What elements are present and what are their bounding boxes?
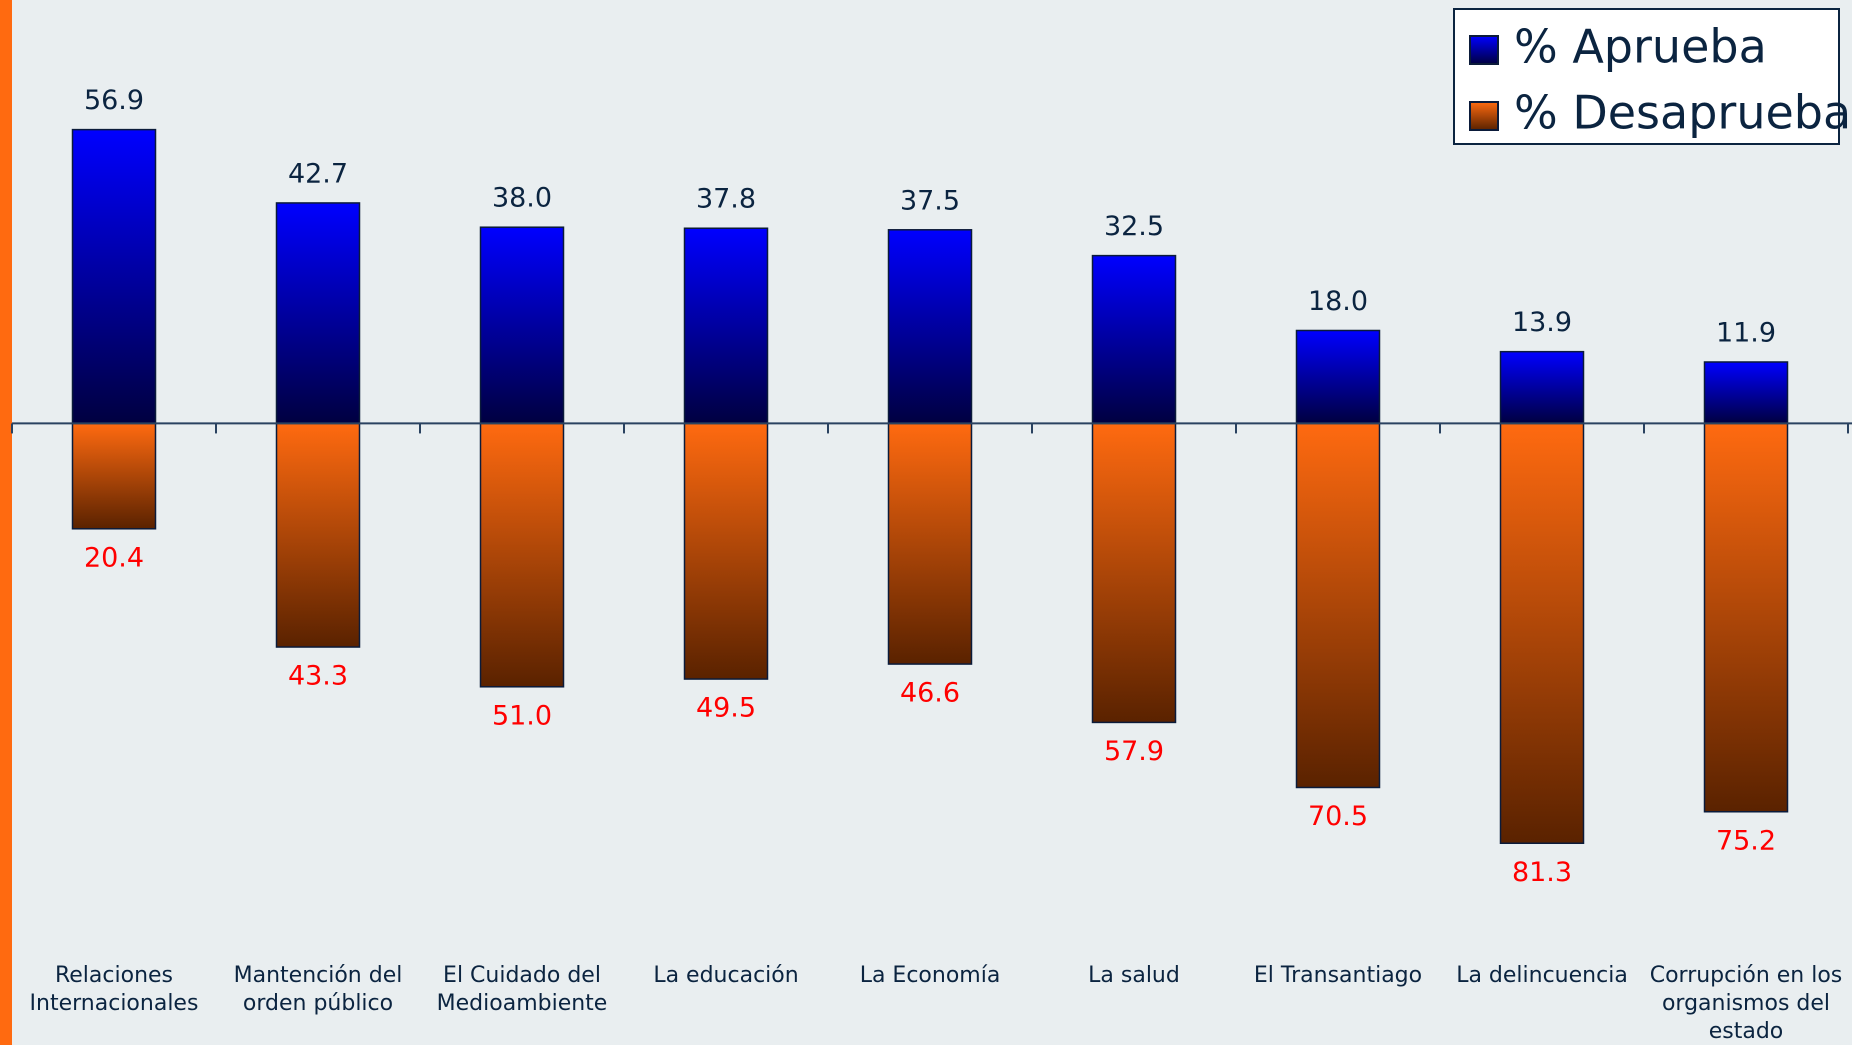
value-label: 32.5: [1104, 211, 1164, 242]
bar: [479, 226, 565, 425]
bar: [887, 422, 973, 665]
bar: [479, 422, 565, 688]
bar: [1091, 422, 1177, 724]
legend-label: % Desaprueba: [1514, 86, 1851, 140]
bar: [1295, 329, 1381, 425]
value-label: 75.2: [1716, 825, 1776, 856]
legend-box: [1453, 8, 1840, 145]
legend-swatch: [1469, 101, 1499, 131]
value-label: 57.9: [1104, 736, 1164, 767]
bar: [683, 227, 769, 425]
value-label: 49.5: [696, 693, 756, 724]
bar: [71, 422, 157, 530]
x-tick-label: La educación: [653, 963, 799, 988]
value-label: 81.3: [1512, 857, 1572, 888]
value-label: 43.3: [288, 661, 348, 692]
bar: [887, 229, 973, 425]
legend-label: % Aprueba: [1514, 20, 1767, 74]
bar: [71, 128, 157, 425]
bar: [1091, 254, 1177, 425]
x-tick-label: La salud: [1088, 963, 1180, 988]
bar: [1499, 350, 1585, 425]
value-label: 37.5: [900, 185, 960, 216]
value-label: 11.9: [1716, 317, 1776, 348]
value-label: 70.5: [1308, 801, 1368, 832]
bar: [1295, 422, 1381, 789]
x-tick-label: Corrupción en los organismos del estado: [1649, 963, 1843, 1044]
x-tick-label: El Cuidado del Medioambiente: [436, 963, 608, 1016]
value-label: 20.4: [84, 542, 144, 573]
bar: [275, 422, 361, 648]
bar: [1499, 422, 1585, 845]
bar: [275, 202, 361, 425]
value-label: 51.0: [492, 700, 552, 731]
bar: [1703, 422, 1789, 813]
value-label: 56.9: [84, 85, 144, 116]
value-label: 18.0: [1308, 286, 1368, 317]
side-stripe: [0, 0, 12, 1045]
x-tick-label: La Economía: [859, 963, 1001, 988]
bar: [683, 422, 769, 680]
legend-swatch: [1469, 35, 1499, 65]
x-tick-label: Mantención del orden público: [233, 963, 403, 1016]
x-tick-label: El Transantiago: [1253, 963, 1423, 988]
value-label: 13.9: [1512, 307, 1572, 338]
value-label: 46.6: [900, 678, 960, 709]
value-label: 38.0: [492, 183, 552, 214]
x-tick-label: La delincuencia: [1456, 963, 1628, 988]
x-tick-label: Relaciones Internacionales: [29, 963, 199, 1016]
value-label: 42.7: [288, 158, 348, 189]
bar: [1703, 361, 1789, 425]
value-label: 37.8: [696, 184, 756, 215]
